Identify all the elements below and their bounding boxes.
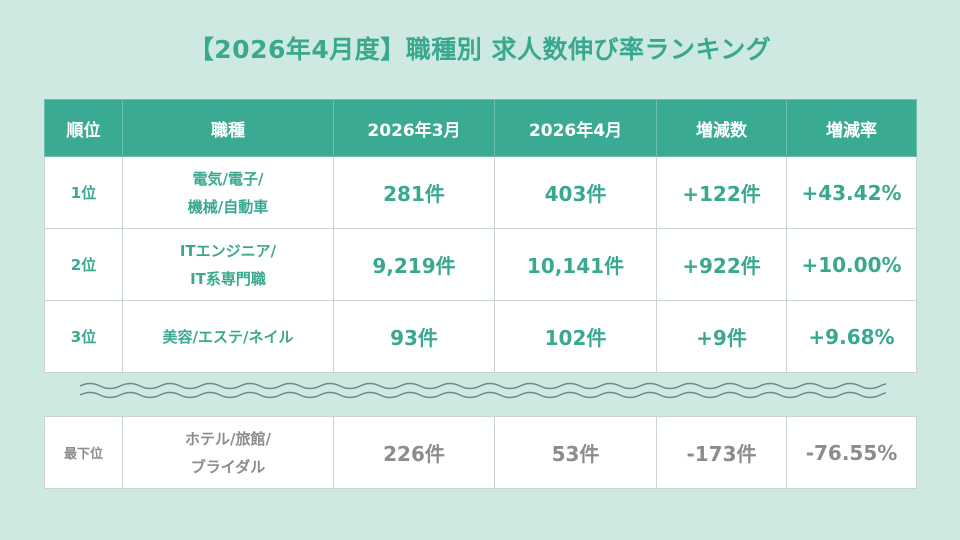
mar-cell: 93件 (333, 300, 495, 373)
apr-cell: 403件 (494, 156, 657, 229)
table-row: 2位 ITエンジニア/ IT系専門職 9,219件 10,141件 +922件 … (44, 228, 917, 301)
header-job: 職種 (122, 99, 334, 157)
header-rate: 増減率 (786, 99, 917, 157)
mar-cell: 9,219件 (333, 228, 495, 301)
job-line: ホテル/旅館/ (185, 429, 271, 448)
header-mar: 2026年3月 (333, 99, 495, 157)
table-header-row: 順位 職種 2026年3月 2026年4月 増減数 増減率 (44, 99, 917, 157)
page-title: 【2026年4月度】職種別 求人数伸び率ランキング (188, 35, 772, 64)
wave-line-top (80, 382, 886, 390)
rank-cell: 最下位 (44, 416, 123, 489)
job-line: IT系専門職 (190, 269, 266, 288)
header-diff: 増減数 (656, 99, 787, 157)
apr-cell: 53件 (494, 416, 657, 489)
diff-cell: +922件 (656, 228, 787, 301)
rate-cell: +43.42% (786, 156, 917, 229)
job-cell: ITエンジニア/ IT系専門職 (122, 228, 334, 301)
diff-cell: -173件 (656, 416, 787, 489)
bottom-ranking-table: 最下位 ホテル/旅館/ ブライダル 226件 53件 -173件 -76.55% (44, 416, 917, 489)
rate-cell: +9.68% (786, 300, 917, 373)
diff-cell: +122件 (656, 156, 787, 229)
wave-line-bottom (80, 391, 886, 399)
header-rank: 順位 (44, 99, 123, 157)
rank-cell: 2位 (44, 228, 123, 301)
wave-divider (80, 382, 886, 399)
job-line: 美容/エステ/ネイル (162, 327, 294, 346)
rank-cell: 3位 (44, 300, 123, 373)
mar-cell: 281件 (333, 156, 495, 229)
rate-cell: +10.00% (786, 228, 917, 301)
rank-cell: 1位 (44, 156, 123, 229)
ranking-table: 順位 職種 2026年3月 2026年4月 増減数 増減率 1位 電気/電子/ … (44, 99, 917, 373)
job-line: ブライダル (190, 457, 266, 476)
job-line: ITエンジニア/ (179, 241, 277, 260)
job-cell: ホテル/旅館/ ブライダル (122, 416, 334, 489)
apr-cell: 102件 (494, 300, 657, 373)
job-line: 機械/自動車 (187, 197, 269, 216)
table-row: 3位 美容/エステ/ネイル 93件 102件 +9件 +9.68% (44, 300, 917, 373)
rate-cell: -76.55% (786, 416, 917, 489)
header-apr: 2026年4月 (494, 99, 657, 157)
job-cell: 電気/電子/ 機械/自動車 (122, 156, 334, 229)
diff-cell: +9件 (656, 300, 787, 373)
job-line: 電気/電子/ (192, 169, 264, 188)
table-row: 1位 電気/電子/ 機械/自動車 281件 403件 +122件 +43.42% (44, 156, 917, 229)
job-cell: 美容/エステ/ネイル (122, 300, 334, 373)
apr-cell: 10,141件 (494, 228, 657, 301)
table-row: 最下位 ホテル/旅館/ ブライダル 226件 53件 -173件 -76.55% (44, 416, 917, 489)
mar-cell: 226件 (333, 416, 495, 489)
